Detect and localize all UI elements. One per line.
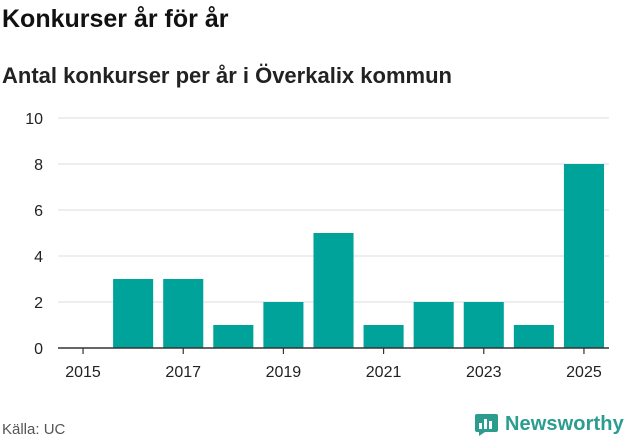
brand-logo: Newsworthy — [474, 410, 624, 438]
chart-subtitle: Antal konkurser per år i Överkalix kommu… — [2, 63, 452, 88]
y-tick-label: 8 — [34, 157, 43, 174]
bar — [513, 325, 554, 348]
y-tick-label: 10 — [25, 111, 43, 128]
chart-title: Konkurser år för år — [2, 5, 229, 33]
bar — [363, 325, 404, 348]
y-tick-label: 2 — [34, 295, 43, 312]
bar-chart-logo-icon — [475, 413, 498, 436]
bar — [313, 233, 354, 348]
x-tick-label: 2023 — [466, 364, 502, 381]
bar — [113, 279, 154, 348]
bar — [563, 164, 604, 348]
bar — [213, 325, 254, 348]
bar — [413, 302, 454, 348]
x-tick-label: 2015 — [65, 364, 101, 381]
y-tick-label: 0 — [34, 341, 43, 358]
brand-name: Newsworthy — [505, 412, 624, 435]
x-tick-label: 2017 — [165, 364, 201, 381]
y-tick-label: 6 — [34, 203, 43, 220]
x-tick-label: 2025 — [566, 364, 602, 381]
source-note: Källa: UC — [2, 421, 66, 438]
bar — [163, 279, 204, 348]
x-tick-label: 2019 — [266, 364, 302, 381]
x-tick-label: 2021 — [366, 364, 402, 381]
y-tick-label: 4 — [34, 249, 43, 266]
bar — [263, 302, 304, 348]
bar — [463, 302, 504, 348]
bar-chart: 0 2 4 6 8 10 2015 2017 2019 2021 2023 2025 — [25, 111, 609, 381]
